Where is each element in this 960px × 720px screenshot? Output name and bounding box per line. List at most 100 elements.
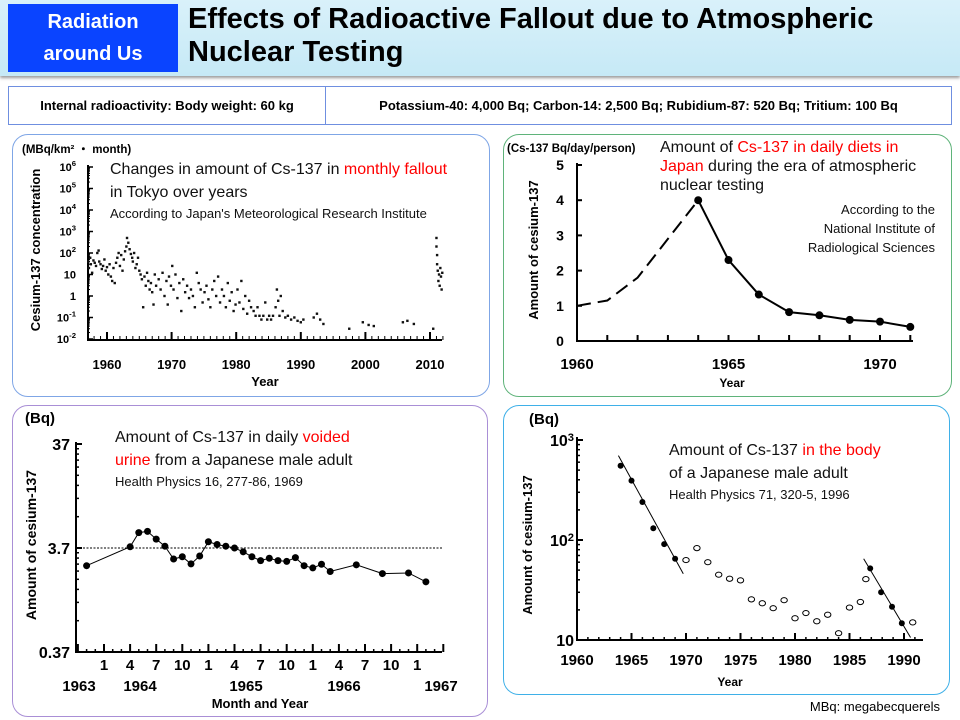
data-point [222, 542, 230, 550]
data-point [114, 261, 118, 265]
data-point [108, 263, 111, 266]
open-point [725, 575, 734, 582]
filled-point [672, 555, 679, 562]
y-tick-label: 10-2 [57, 331, 76, 346]
chart4-title: Amount of Cs-137 in the body of a Japane… [669, 439, 881, 504]
data-point [422, 578, 430, 586]
x-tick-label: 1960 [93, 357, 122, 372]
x-tick-label: 1960 [560, 652, 593, 669]
data-point [125, 245, 128, 248]
x-axis-label: Year [719, 376, 745, 390]
data-point [232, 309, 235, 313]
data-point [157, 278, 160, 281]
data-point [412, 322, 416, 326]
data-point [367, 323, 370, 327]
data-point [216, 275, 220, 278]
y-tick-label: 1 [556, 298, 564, 314]
data-point [322, 322, 325, 326]
data-point [315, 312, 319, 315]
data-point [169, 284, 173, 287]
data-point [143, 275, 146, 278]
data-point [135, 263, 138, 266]
data-point [234, 303, 237, 306]
data-point [265, 554, 273, 562]
data-point [187, 296, 191, 300]
data-point [218, 301, 222, 304]
open-point [862, 576, 870, 583]
data-point [109, 275, 113, 278]
open-point [693, 544, 701, 552]
data-point [435, 253, 439, 257]
chart2-source: According to the National Institute of R… [808, 200, 935, 257]
open-point [813, 618, 821, 625]
source-line: According to the [841, 202, 935, 217]
data-point [170, 555, 178, 563]
data-line [86, 530, 427, 583]
data-point [127, 241, 130, 244]
data-point [279, 294, 282, 298]
data-point [152, 535, 160, 543]
badge-line: Radiation [47, 11, 139, 33]
month-tick-label: 1 [100, 657, 108, 674]
section-badge: Radiation around Us [8, 4, 178, 72]
filled-point [617, 462, 624, 469]
data-point [326, 567, 334, 575]
data-point [439, 266, 442, 270]
chart1-title: Changes in amount of Cs-137 in monthly f… [110, 158, 447, 223]
data-point [275, 288, 279, 291]
title-text: in Tokyo over years [110, 184, 248, 201]
data-point [171, 264, 174, 268]
panel-urine [12, 405, 488, 717]
open-point [909, 619, 917, 626]
data-point [405, 569, 412, 577]
filled-point [898, 620, 905, 627]
data-point [161, 271, 164, 274]
data-point [144, 527, 151, 535]
chart3-source: Health Physics 16, 277-86, 1969 [115, 474, 303, 489]
data-point [435, 236, 438, 240]
y-tick-label: 2 [556, 263, 564, 279]
data-point [159, 288, 162, 291]
data-point [244, 294, 247, 298]
data-point [87, 260, 90, 263]
y-tick-label: 4 [556, 192, 564, 208]
data-point [239, 548, 247, 556]
filled-point [650, 525, 657, 532]
x-axis-label: Year [251, 374, 278, 389]
data-point [267, 314, 271, 317]
chart4-unit: (Bq) [529, 411, 559, 428]
data-point [258, 314, 261, 317]
data-point [352, 561, 360, 569]
x-tick-label: 1985 [833, 652, 866, 669]
data-point [103, 258, 106, 261]
month-tick-label: 7 [152, 657, 160, 674]
title-highlight: Cs-137 in daily diets in [737, 139, 899, 156]
data-point [134, 266, 137, 270]
data-point [98, 260, 101, 263]
data-point [231, 544, 238, 552]
data-point [245, 312, 249, 315]
title-highlight: urine [115, 452, 151, 469]
y-axis-label: Amount of cesium-137 [526, 180, 541, 319]
data-point [135, 529, 143, 537]
regression-line [617, 455, 684, 574]
title-text: Amount of Cs-137 [669, 442, 803, 459]
open-point [682, 556, 690, 564]
data-point [724, 256, 733, 265]
data-point [437, 273, 441, 276]
data-point [435, 245, 438, 248]
data-point [191, 294, 195, 298]
data-point [284, 316, 287, 319]
month-tick-label: 7 [361, 657, 369, 674]
data-point [167, 275, 171, 278]
data-point [361, 321, 365, 324]
month-tick-label: 4 [126, 657, 135, 674]
data-point [437, 279, 440, 283]
data-point [378, 570, 386, 578]
data-point [274, 306, 277, 309]
title-highlight: voided [302, 429, 350, 446]
data-point [87, 266, 91, 270]
data-point [174, 273, 177, 276]
source-line: Radiological Sciences [807, 240, 935, 255]
data-point [187, 560, 195, 568]
